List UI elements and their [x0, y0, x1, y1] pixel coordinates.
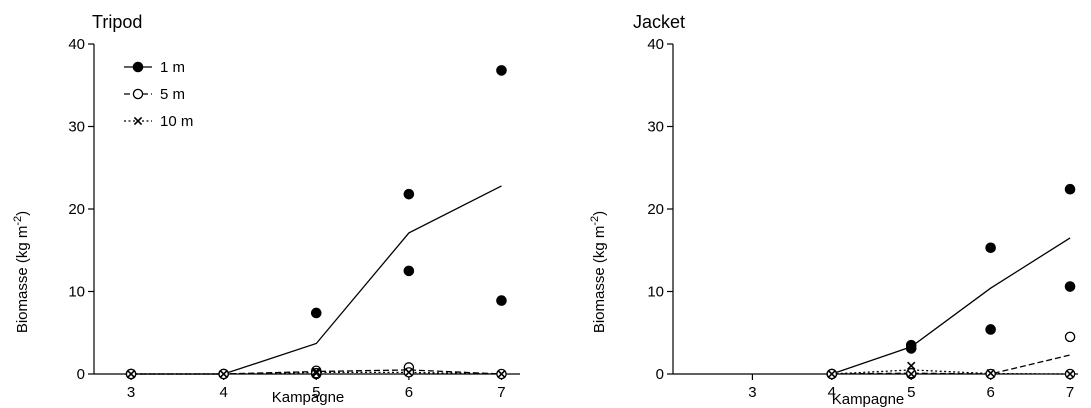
data-point-1m	[985, 242, 996, 254]
y-tick-label: 10	[647, 284, 664, 301]
legend-marker	[132, 88, 144, 100]
data-point-10m	[404, 368, 414, 377]
legend-marker	[133, 116, 143, 126]
y-tick-label: 10	[68, 284, 85, 301]
data-point-1m	[1064, 183, 1076, 195]
data-point-1m	[905, 343, 917, 354]
y-tick-label: 0	[656, 366, 664, 383]
data-point-10m	[907, 369, 916, 379]
chart-title: Jacket	[633, 12, 685, 32]
data-point-10m	[312, 367, 321, 376]
y-axis-title: Biomasse (kg m-2)	[12, 211, 31, 333]
x-tick-label: 3	[748, 384, 756, 401]
legend-label: 1 m	[160, 59, 185, 76]
series-line-10m	[831, 369, 1071, 375]
data-point-10m	[907, 361, 916, 370]
data-point-10m	[1065, 369, 1075, 379]
y-axis-title-close: )	[591, 211, 608, 216]
data-point-1m	[1064, 281, 1076, 292]
y-axis-title-main: Biomasse (kg m	[591, 226, 608, 334]
data-point-10m	[827, 369, 836, 379]
y-tick-label: 20	[68, 201, 85, 218]
series-line-5m	[831, 354, 1071, 375]
y-tick-label: 40	[647, 36, 664, 53]
y-axis-title: Biomasse (kg m-2)	[589, 211, 608, 333]
data-point-10m	[219, 369, 228, 379]
y-tick-label: 40	[68, 36, 85, 53]
chart-panel-tripod: Tripod Biomasse (kg m-2) Kampagne 0 10 20 3…	[12, 12, 520, 406]
x-tick-label: 4	[219, 384, 227, 401]
y-axis-title-close: )	[14, 211, 31, 216]
data-point-1m	[310, 307, 322, 319]
data-point-10m	[312, 369, 321, 378]
legend-marker	[132, 61, 144, 73]
y-axis-title-superscript: -2	[589, 216, 601, 226]
y-tick-label: 30	[68, 119, 85, 136]
data-point-1m	[403, 188, 415, 200]
legend: 1 m 5 m 10 m	[124, 59, 193, 130]
series-line-1m	[831, 237, 1071, 375]
x-tick-label: 7	[497, 384, 505, 401]
x-tick-label: 6	[405, 384, 413, 401]
chart-title: Tripod	[92, 12, 142, 32]
chart-panel-jacket: Jacket Biomasse (kg m-2) Kampagne 0 10 20 3…	[589, 12, 1078, 408]
series-line-1m	[131, 185, 502, 375]
x-tick-label: 3	[127, 384, 135, 401]
y-axis-title-main: Biomasse (kg m	[14, 226, 31, 334]
data-point-5m	[1064, 331, 1076, 343]
legend-label: 10 m	[160, 113, 193, 130]
data-point-10m	[497, 369, 506, 379]
legend-label: 5 m	[160, 86, 185, 103]
x-axis-title: Kampagne	[272, 389, 345, 406]
x-axis-title: Kampagne	[832, 391, 905, 408]
x-tick-label: 4	[828, 384, 836, 401]
y-tick-label: 30	[647, 119, 664, 136]
x-tick-label: 7	[1066, 384, 1074, 401]
data-point-1m	[403, 265, 415, 277]
x-tick-label: 5	[907, 384, 915, 401]
data-point-10m	[986, 369, 995, 378]
data-point-1m	[496, 295, 507, 306]
y-tick-label: 0	[77, 366, 85, 383]
y-tick-label: 20	[647, 201, 664, 218]
y-axis-title-superscript: -2	[12, 216, 24, 226]
data-point-10m	[126, 369, 136, 379]
x-tick-label: 5	[312, 384, 320, 401]
data-point-1m	[496, 65, 507, 76]
data-point-1m	[985, 324, 996, 335]
x-tick-label: 6	[986, 384, 994, 401]
